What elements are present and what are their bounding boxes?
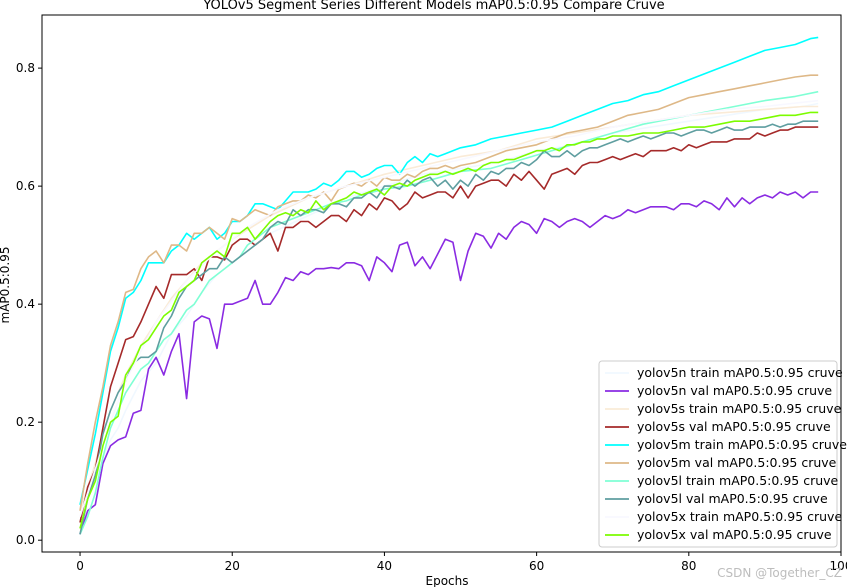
x-tick-label: 80 [681, 559, 696, 573]
x-tick-label: 100 [830, 559, 847, 573]
x-axis-title: Epochs [426, 574, 469, 587]
series-line-3 [79, 126, 819, 523]
legend-label-1: yolov5n val mAP0.5:0.95 cruve [637, 383, 832, 398]
y-tick-label: 0.4 [16, 297, 35, 311]
legend-label-8: yolov5x train mAP0.5:0.95 cruve [637, 509, 842, 524]
legend: yolov5n train mAP0.5:0.95 cruve yolov5n v… [598, 360, 847, 548]
y-tick-label: 0.6 [16, 179, 35, 193]
plot-frame [41, 14, 842, 553]
legend-label-2: yolov5s train mAP0.5:0.95 cruve [637, 401, 842, 416]
legend-label-6: yolov5l train mAP0.5:0.95 cruve [637, 473, 839, 488]
watermark-text: CSDN @Together_CZ [717, 566, 842, 580]
y-axis-title: mAP0.5:0.95 [0, 247, 12, 324]
series-line-8 [79, 99, 819, 517]
y-axis: 0.0 0.2 0.4 0.6 0.8 [16, 61, 42, 547]
y-tick-label: 0.0 [16, 533, 35, 547]
x-tick-label: 60 [529, 559, 544, 573]
series-line-0 [79, 102, 819, 517]
series-line-5 [79, 74, 819, 511]
series-line-1 [79, 191, 819, 535]
x-tick-label: 0 [76, 559, 84, 573]
series-line-6 [79, 90, 819, 535]
chart-title: YOLOv5 Segment Series Different Models m… [202, 0, 664, 13]
legend-box [598, 360, 838, 548]
plot-lines [79, 36, 819, 535]
series-line-9 [79, 111, 819, 529]
legend-label-9: yolov5x val mAP0.5:0.95 cruve [637, 527, 832, 542]
series-line-4 [79, 36, 819, 505]
legend-label-5: yolov5m val mAP0.5:0.95 cruve [637, 455, 837, 470]
legend-label-3: yolov5s val mAP0.5:0.95 cruve [637, 419, 831, 434]
x-tick-label: 40 [377, 559, 392, 573]
legend-label-7: yolov5l val mAP0.5:0.95 cruve [637, 491, 828, 506]
legend-label-4: yolov5m train mAP0.5:0.95 cruve [637, 437, 847, 452]
x-axis: 0 20 40 60 80 100 [76, 552, 847, 573]
y-tick-label: 0.2 [16, 415, 35, 429]
legend-label-0: yolov5n train mAP0.5:0.95 cruve [637, 365, 843, 380]
y-tick-label: 0.8 [16, 61, 35, 75]
x-tick-label: 20 [225, 559, 240, 573]
series-line-7 [79, 120, 819, 535]
